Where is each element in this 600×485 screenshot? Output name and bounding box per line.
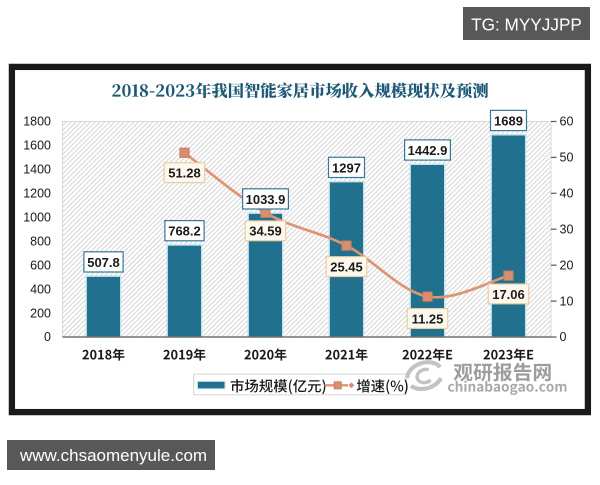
svg-text:1297: 1297 — [332, 160, 361, 175]
svg-text:TG: MYYJJPP: TG: MYYJJPP — [471, 15, 582, 35]
svg-text:1000: 1000 — [23, 211, 51, 225]
svg-text:1600: 1600 — [23, 139, 51, 153]
svg-text:34.59: 34.59 — [249, 224, 282, 239]
svg-text:1442.9: 1442.9 — [408, 143, 448, 158]
svg-text:60: 60 — [560, 115, 574, 129]
svg-text:10: 10 — [560, 294, 574, 308]
svg-text:600: 600 — [30, 258, 51, 272]
svg-text:25.45: 25.45 — [330, 260, 363, 275]
svg-text:20: 20 — [560, 258, 574, 272]
svg-text:17.06: 17.06 — [492, 287, 525, 302]
svg-text:0: 0 — [560, 330, 567, 344]
svg-text:1033.9: 1033.9 — [246, 192, 286, 207]
svg-text:1689: 1689 — [494, 113, 523, 128]
svg-text:51.28: 51.28 — [168, 166, 201, 181]
svg-text:50: 50 — [560, 151, 574, 165]
svg-text:400: 400 — [30, 282, 51, 296]
svg-text:200: 200 — [30, 306, 51, 320]
svg-text:768.2: 768.2 — [168, 224, 201, 239]
svg-text:1200: 1200 — [23, 187, 51, 201]
svg-text:11.25: 11.25 — [412, 311, 444, 326]
svg-text:40: 40 — [560, 187, 574, 201]
svg-text:800: 800 — [30, 234, 51, 248]
svg-text:1400: 1400 — [23, 163, 51, 177]
svg-text:www.chsaomenyule.com: www.chsaomenyule.com — [19, 446, 207, 465]
svg-text:30: 30 — [560, 222, 574, 236]
svg-text:0: 0 — [44, 330, 51, 344]
svg-text:1800: 1800 — [23, 115, 51, 129]
svg-text:507.8: 507.8 — [87, 255, 120, 270]
